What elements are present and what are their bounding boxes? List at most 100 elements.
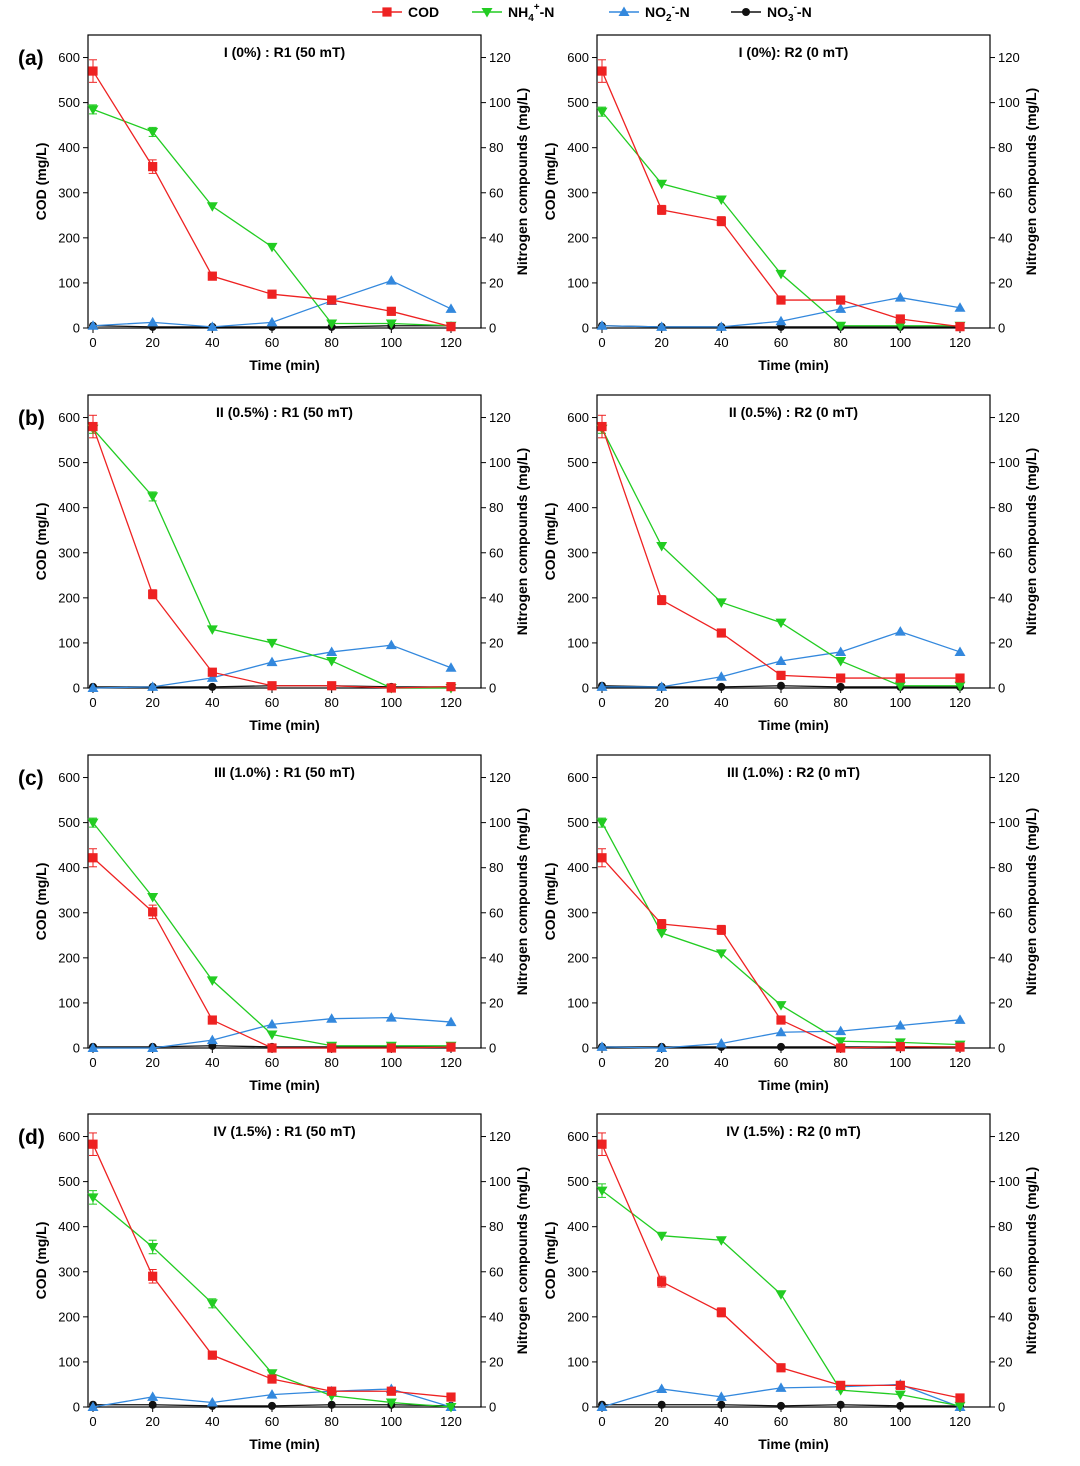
data-point-no2 (385, 639, 397, 650)
data-point-no2 (596, 1041, 608, 1051)
data-point-cod (597, 853, 607, 863)
series-line-cod (601, 70, 961, 328)
data-point-cod (716, 628, 726, 638)
data-point-cod (716, 925, 726, 935)
data-point-cod (88, 421, 98, 432)
xtick-label: 120 (440, 335, 462, 350)
ytick-right-label: 40 (489, 590, 503, 605)
data-point-cod (776, 295, 786, 305)
data-point-no2 (326, 646, 338, 656)
panel-7: (d) IV (1.5%) : R1 (50 mT)010020030040050… (18, 1113, 530, 1452)
data-point-nh4 (596, 107, 608, 118)
ytick-right-label: 100 (489, 815, 511, 830)
ytick-right-label: 40 (489, 230, 503, 245)
xtick-label: 60 (774, 695, 788, 710)
data-point-nh4 (656, 929, 668, 939)
xtick-label: 60 (265, 695, 279, 710)
data-point-nh4 (775, 1001, 787, 1011)
data-point-nh4 (147, 1242, 159, 1253)
ytick-right-label: 120 (489, 770, 511, 785)
data-point-cod (657, 1277, 667, 1287)
xtick-label: 40 (205, 335, 219, 350)
data-point-cod (836, 673, 846, 683)
ytick-left-label: 100 (567, 635, 589, 650)
series-line-cod (601, 1143, 961, 1399)
data-point-no2 (445, 1016, 457, 1027)
panel-6: III (1.0%) : R2 (0 mT)010020030040050060… (542, 754, 1039, 1093)
plot-frame (87, 754, 482, 1049)
series-nh4 (87, 423, 457, 694)
y-axis-label-right: Nitrogen compounds (mg/L) (514, 448, 530, 635)
data-point-no2 (596, 681, 608, 691)
y-axis-label-left: COD (mg/L) (33, 1222, 49, 1300)
data-point-no2 (775, 315, 787, 326)
data-point-no2 (385, 275, 397, 285)
ytick-right-label: 60 (489, 905, 503, 920)
data-point-no2 (266, 1389, 278, 1399)
ytick-left-label: 200 (58, 590, 80, 605)
data-point-nh4 (656, 179, 668, 190)
ytick-right-label: 80 (489, 860, 503, 875)
xtick-label: 40 (205, 1414, 219, 1429)
ytick-right-label: 60 (998, 185, 1012, 200)
ytick-left-label: 0 (582, 321, 589, 336)
data-point-cod (88, 853, 98, 863)
plot-frame (596, 1113, 991, 1408)
ytick-left-label: 100 (567, 995, 589, 1010)
data-point-no2 (206, 1396, 218, 1407)
data-point-no2 (835, 1025, 847, 1036)
series-line-nh4 (601, 428, 960, 687)
panel-5: (c) III (1.0%) : R1 (50 mT)01002003004005… (18, 754, 530, 1093)
data-point-nh4 (206, 976, 218, 986)
data-point-cod (895, 1380, 905, 1390)
data-point-nh4 (656, 542, 668, 552)
ytick-left-label: 200 (567, 950, 589, 965)
ytick-right-label: 20 (489, 635, 503, 650)
panel-label: (c) (18, 767, 44, 790)
ytick-left-label: 100 (58, 275, 80, 290)
data-point-no2 (715, 1391, 727, 1401)
ytick-left-label: 300 (58, 185, 80, 200)
x-axis-label: Time (min) (249, 1436, 320, 1452)
data-point-cod (776, 1015, 786, 1025)
legend-label-cod: COD (408, 4, 439, 20)
data-point-no2 (87, 1401, 99, 1411)
data-point-cod (88, 1139, 98, 1149)
xtick-label: 120 (440, 1055, 462, 1070)
data-point-nh4 (715, 949, 727, 959)
ytick-right-label: 0 (489, 1400, 496, 1415)
ytick-right-label: 120 (998, 1129, 1020, 1144)
data-point-cod (148, 907, 158, 917)
series-no3 (89, 1400, 455, 1410)
ytick-right-label: 60 (489, 1264, 503, 1279)
data-point-cod (895, 314, 905, 324)
x-axis-label: Time (min) (758, 1436, 829, 1452)
xtick-label: 80 (324, 1414, 338, 1429)
ytick-right-label: 20 (998, 995, 1012, 1010)
data-point-no3 (896, 1401, 905, 1410)
data-point-cod (836, 1380, 846, 1390)
data-point-cod (327, 681, 337, 691)
series-line-cod (92, 426, 452, 689)
data-point-no2 (656, 1383, 668, 1393)
data-point-nh4 (596, 818, 608, 829)
data-point-cod (386, 683, 396, 693)
ytick-right-label: 20 (489, 995, 503, 1010)
ytick-right-label: 100 (998, 95, 1020, 110)
ytick-right-label: 100 (489, 1174, 511, 1189)
data-point-nh4 (775, 618, 787, 629)
ytick-left-label: 600 (567, 1129, 589, 1144)
data-point-cod (327, 1386, 337, 1396)
ytick-left-label: 100 (567, 1354, 589, 1369)
ytick-left-label: 0 (582, 1400, 589, 1415)
ytick-left-label: 500 (567, 95, 589, 110)
data-point-no3 (327, 1400, 336, 1409)
ytick-right-label: 80 (998, 860, 1012, 875)
panel-title: I (0%): R2 (0 mT) (739, 44, 849, 60)
panel-3: (b) II (0.5%) : R1 (50 mT)010020030040050… (18, 394, 530, 733)
data-point-nh4 (715, 598, 727, 608)
xtick-label: 120 (949, 695, 971, 710)
xtick-label: 20 (145, 695, 159, 710)
ytick-right-label: 40 (998, 950, 1012, 965)
data-point-nh4 (894, 1390, 906, 1401)
